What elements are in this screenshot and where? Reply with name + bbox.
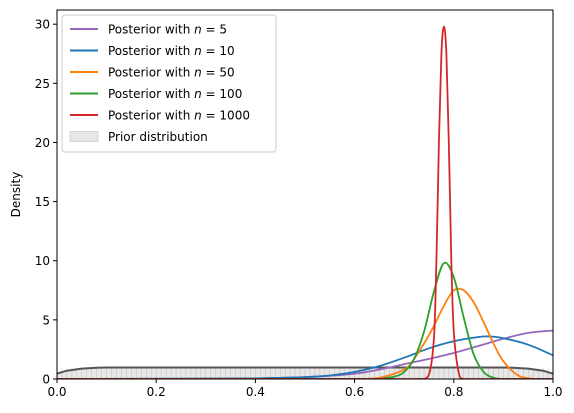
legend-box: [61, 14, 277, 153]
series-line-1: [57, 335, 553, 379]
y-tick-label: 5: [42, 313, 50, 327]
legend: Posterior with n = 5 Posterior with n = 1…: [61, 14, 277, 153]
x-tick-label: 0.6: [345, 385, 364, 399]
legend-label: Posterior with n = 100: [108, 87, 242, 101]
x-tick-label: 0.4: [246, 385, 265, 399]
series-line-2: [57, 287, 553, 379]
x-axis: 0.0 0.2 0.4 0.6 0.8 1.0: [47, 379, 563, 399]
y-axis-label: Density: [9, 172, 23, 218]
y-tick-label: 0: [42, 373, 50, 387]
x-tick-label: 0.2: [147, 385, 166, 399]
x-tick-label: 0.0: [47, 385, 66, 399]
legend-swatch-prior: [69, 131, 99, 142]
prior-line: [57, 366, 553, 375]
y-tick-label: 15: [35, 195, 50, 209]
legend-label: Posterior with n = 1000: [108, 109, 250, 123]
y-axis: 0 5 10 15 20 25 30: [35, 18, 57, 387]
legend-label: Posterior with n = 50: [108, 66, 235, 80]
series-line-4: [57, 25, 553, 379]
x-tick-label: 0.8: [444, 385, 463, 399]
series-line-3: [57, 261, 553, 379]
x-tick-label: 1.0: [543, 385, 562, 399]
y-tick-label: 20: [35, 136, 50, 150]
legend-label: Prior distribution: [108, 130, 208, 144]
axes-frame: [56, 9, 554, 380]
y-tick-label: 10: [35, 254, 50, 268]
legend-label: Posterior with n = 5: [108, 23, 227, 37]
plot-area: [57, 25, 553, 379]
legend-label: Posterior with n = 10: [108, 44, 235, 58]
y-tick-label: 25: [35, 77, 50, 91]
y-tick-label: 30: [35, 18, 50, 32]
